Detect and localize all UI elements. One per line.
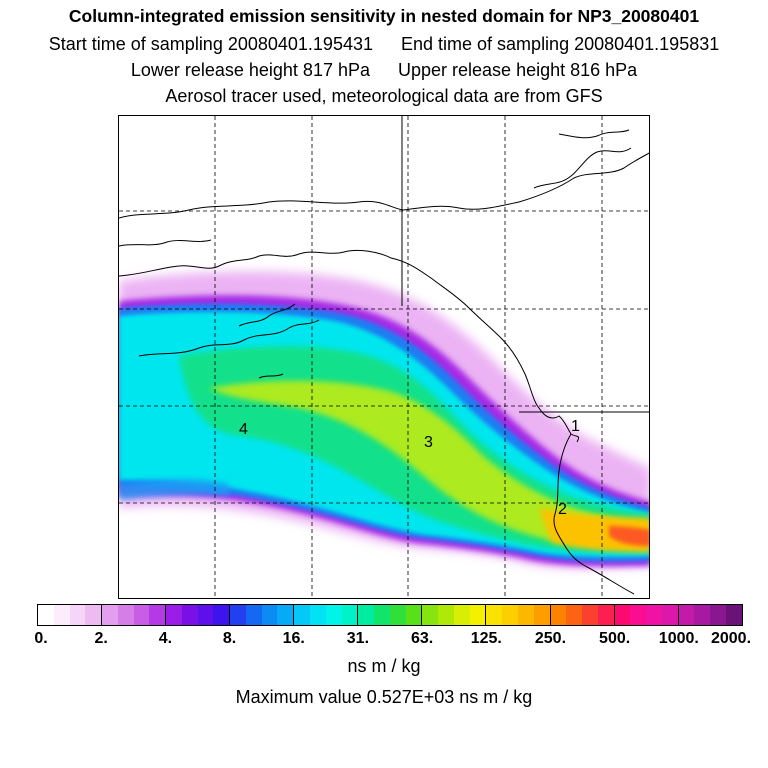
colorbar-swatch xyxy=(533,605,551,625)
colorbar-tick-label: 125. xyxy=(470,630,502,647)
colorbar-tick-label: 63. xyxy=(410,630,434,647)
colorbar-swatch xyxy=(469,605,487,625)
figure-title: Column-integrated emission sensitivity i… xyxy=(68,6,700,26)
colorbar-swatch xyxy=(213,605,231,625)
colorbar-swatch xyxy=(550,605,567,625)
colorbar-swatch xyxy=(582,605,598,625)
colorbar-swatch xyxy=(725,605,742,625)
colorbar xyxy=(37,604,743,626)
point-label-4: 4 xyxy=(239,421,248,438)
colorbar-swatch xyxy=(69,605,86,625)
colorbar-swatch xyxy=(166,605,182,625)
plume-tail xyxy=(119,478,229,500)
colorbar-unit: ns m / kg xyxy=(347,656,421,676)
colorbar-swatch xyxy=(597,605,615,625)
colorbar-swatch xyxy=(38,605,54,625)
colorbar-tick-label: 31. xyxy=(346,630,370,647)
sampling-times: Start time of sampling 20080401.195431 En… xyxy=(0,34,768,55)
tracer-note: Aerosol tracer used, meteorological data… xyxy=(165,86,603,106)
colorbar-ticks: 0. 2. 4. 8. 16. 31. 63. 125. 250. 500. 1000. 2000. xyxy=(0,630,768,652)
colorbar-swatch xyxy=(389,605,406,625)
plume-lime xyxy=(209,380,649,548)
colorbar-swatch xyxy=(294,605,311,625)
point-label-1: 1 xyxy=(571,418,580,435)
start-time-label: Start time of sampling 20080401.195431 xyxy=(48,34,373,54)
colorbar-swatch xyxy=(678,605,695,625)
colorbar-tick-label: 0. xyxy=(34,630,48,647)
colorbar-swatch xyxy=(117,605,134,625)
colorbar-tick-label: 1000. xyxy=(658,630,699,647)
point-label-2: 2 xyxy=(558,501,567,518)
colorbar-swatch xyxy=(614,605,631,625)
colorbar-swatch xyxy=(245,605,262,625)
colorbar-tick-label: 4. xyxy=(158,630,173,647)
upper-release-label: Upper release height 816 hPa xyxy=(398,60,638,80)
colorbar-swatch xyxy=(310,605,326,625)
colorbar-swatch xyxy=(405,605,423,625)
colorbar-swatch xyxy=(230,605,246,625)
colorbar-swatch xyxy=(710,605,726,625)
colorbar-swatch xyxy=(646,605,662,625)
colorbar-swatch xyxy=(566,605,583,625)
release-point-labels: 4 3 2 1 xyxy=(239,418,580,518)
colorbar-swatch xyxy=(438,605,454,625)
colorbar-swatch xyxy=(422,605,439,625)
colorbar-tick-label: 2. xyxy=(94,630,108,647)
maximum-value-label: Maximum value 0.527E+03 ns m / kg xyxy=(235,687,533,707)
colorbar-swatch xyxy=(630,605,647,625)
colorbar-swatch xyxy=(661,605,679,625)
coastlines xyxy=(119,116,649,595)
colorbar-swatch xyxy=(102,605,118,625)
colorbar-tick-label: 250. xyxy=(534,630,567,647)
colorbar-swatch xyxy=(133,605,150,625)
sensitivity-map: 4 3 2 1 xyxy=(118,115,650,599)
colorbar-swatch xyxy=(358,605,375,625)
plume-peak xyxy=(609,526,649,546)
colorbar-swatch xyxy=(453,605,470,625)
colorbar-swatch xyxy=(85,605,103,625)
colorbar-swatch xyxy=(181,605,198,625)
colorbar-tick-label: 8. xyxy=(222,630,237,647)
colorbar-tick-label: 500. xyxy=(599,630,631,647)
lower-release-label: Lower release height 817 hPa xyxy=(130,60,370,80)
colorbar-swatch xyxy=(53,605,70,625)
colorbar-swatch xyxy=(341,605,359,625)
colorbar-swatch xyxy=(261,605,278,625)
colorbar-swatch xyxy=(277,605,295,625)
colorbar-tick-label: 16. xyxy=(282,630,305,647)
release-heights: Lower release height 817 hPa Upper releas… xyxy=(0,60,768,81)
colorbar-swatch xyxy=(694,605,711,625)
colorbar-swatch xyxy=(149,605,167,625)
colorbar-swatch xyxy=(197,605,214,625)
lat-lon-grid xyxy=(119,116,649,598)
colorbar-swatch xyxy=(486,605,503,625)
colorbar-swatch xyxy=(517,605,534,625)
colorbar-swatch xyxy=(502,605,518,625)
colorbar-swatch xyxy=(325,605,342,625)
map-canvas: 4 3 2 1 xyxy=(119,116,649,598)
colorbar-tick-label: 2000. xyxy=(710,630,752,647)
point-label-3: 3 xyxy=(424,434,433,451)
end-time-label: End time of sampling 20080401.195831 xyxy=(401,34,720,54)
colorbar-swatch xyxy=(374,605,390,625)
